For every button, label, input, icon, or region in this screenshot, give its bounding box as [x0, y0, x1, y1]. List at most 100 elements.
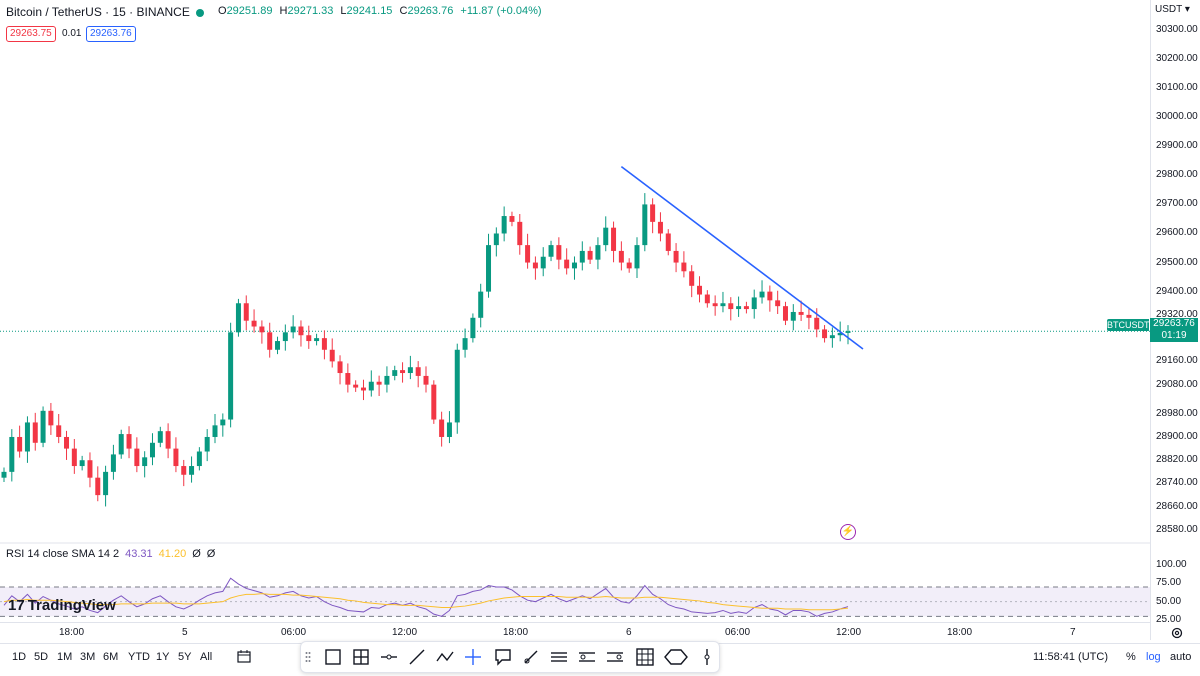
- candle-body: [493, 233, 499, 246]
- candle-body: [579, 250, 585, 263]
- bar-countdown: 01:19: [1161, 330, 1187, 341]
- candle-body: [634, 245, 640, 269]
- log-scale-toggle[interactable]: log: [1146, 651, 1161, 663]
- callout-icon[interactable]: [493, 647, 513, 667]
- candle-body: [540, 256, 546, 269]
- lightning-icon[interactable]: ⚡: [840, 524, 856, 540]
- time-tick: 5: [182, 627, 188, 638]
- rectangle-icon[interactable]: [323, 647, 343, 667]
- candle-body: [431, 384, 437, 420]
- ohlc-legend: O29251.89 H29271.33 L29241.15 C29263.76 …: [218, 5, 542, 17]
- candle-body: [95, 477, 101, 496]
- candle-body: [228, 332, 234, 420]
- time-tick: 18:00: [59, 627, 85, 638]
- time-tick: 06:00: [725, 627, 751, 638]
- candle-body: [24, 422, 30, 452]
- candle-body: [298, 326, 304, 336]
- candle-body: [321, 338, 327, 350]
- brush-icon[interactable]: [521, 647, 541, 667]
- path-icon[interactable]: [435, 647, 455, 667]
- range-button[interactable]: 1D: [12, 651, 27, 663]
- price-tick: 28580.00: [1156, 524, 1198, 535]
- candle-body: [736, 306, 742, 310]
- vertical-line-icon[interactable]: [697, 647, 717, 667]
- currency-selector[interactable]: USDT ▾: [1155, 4, 1190, 15]
- candle-body: [517, 221, 523, 246]
- range-button[interactable]: 5Y: [178, 651, 192, 663]
- candle-body: [603, 227, 609, 246]
- candle-body: [532, 262, 538, 269]
- rsi-tick: 50.00: [1156, 595, 1182, 607]
- candle-body: [595, 245, 601, 260]
- range-button[interactable]: 1Y: [156, 651, 170, 663]
- candle-body: [525, 245, 531, 263]
- long-position-icon[interactable]: [577, 647, 597, 667]
- candle-body: [126, 434, 132, 449]
- candle-body: [212, 425, 218, 437]
- candle-body: [360, 387, 366, 391]
- buy-button[interactable]: 29263.76: [86, 26, 136, 42]
- candle-body: [478, 291, 484, 318]
- percent-scale-toggle[interactable]: %: [1126, 651, 1136, 663]
- range-button[interactable]: 3M: [80, 651, 96, 663]
- short-position-icon[interactable]: [605, 647, 625, 667]
- candle-body: [814, 317, 820, 330]
- time-axis[interactable]: [0, 622, 1150, 643]
- price-tick: 28900.00: [1156, 430, 1198, 442]
- trend-line-icon[interactable]: [407, 647, 427, 667]
- crosshair-icon[interactable]: [463, 647, 483, 667]
- frame-icon[interactable]: [351, 647, 371, 667]
- utc-clock[interactable]: 11:58:41 (UTC): [1033, 651, 1108, 663]
- candle-body: [306, 335, 312, 342]
- candle-body: [486, 245, 492, 292]
- price-tick: 28820.00: [1156, 454, 1198, 466]
- range-button[interactable]: All: [200, 651, 213, 663]
- drawing-toolbar: [300, 641, 720, 673]
- candle-body: [829, 335, 835, 339]
- candle-body: [196, 451, 202, 467]
- candle-body: [134, 448, 140, 467]
- candle-body: [142, 457, 148, 467]
- price-tick: 29080.00: [1156, 378, 1198, 390]
- rsi-tick: 100.00: [1156, 559, 1187, 570]
- auto-scale-toggle[interactable]: auto: [1170, 651, 1192, 663]
- range-button[interactable]: 6M: [103, 651, 119, 663]
- time-tick: 12:00: [836, 627, 862, 638]
- market-open-icon: [196, 9, 204, 17]
- candle-body: [822, 329, 828, 339]
- range-button[interactable]: 5D: [34, 651, 49, 663]
- candle-body: [837, 332, 843, 336]
- ellipse-icon[interactable]: [663, 647, 689, 667]
- rsi-legend[interactable]: RSI 14 close SMA 14 2 43.31 41.20 Ø Ø: [6, 548, 216, 560]
- grid-icon[interactable]: [635, 647, 655, 667]
- symbol-title[interactable]: Bitcoin / TetherUS · 15 · BINANCE: [6, 5, 190, 19]
- settings-icon[interactable]: [1170, 626, 1184, 640]
- candle-body: [689, 271, 695, 286]
- candle-body: [618, 250, 624, 263]
- candle-body: [376, 381, 382, 385]
- tv-logo-icon: 17: [8, 597, 25, 614]
- candle-body: [400, 370, 406, 374]
- drag-handle-icon[interactable]: [305, 647, 311, 667]
- candle-body: [353, 384, 359, 388]
- candle-body: [56, 425, 62, 437]
- parallel-channel-icon[interactable]: [549, 647, 569, 667]
- candle-body: [17, 436, 23, 452]
- calendar-icon[interactable]: [237, 650, 251, 663]
- price-tick: 29160.00: [1156, 355, 1198, 367]
- candle-body: [64, 436, 70, 449]
- price-chart[interactable]: [0, 0, 1150, 622]
- candle-body: [470, 317, 476, 339]
- horizontal-ray-icon[interactable]: [379, 647, 399, 667]
- tradingview-logo[interactable]: 17 TradingView: [8, 597, 116, 614]
- candle-body: [329, 349, 335, 362]
- range-button[interactable]: YTD: [128, 651, 150, 663]
- candle-body: [571, 262, 577, 269]
- candle-body: [40, 410, 46, 443]
- candle-body: [423, 375, 429, 385]
- range-button[interactable]: 1M: [57, 651, 73, 663]
- candle-body: [798, 311, 804, 315]
- candle-body: [681, 262, 687, 272]
- sell-button[interactable]: 29263.75: [6, 26, 56, 42]
- candle-body: [704, 294, 710, 304]
